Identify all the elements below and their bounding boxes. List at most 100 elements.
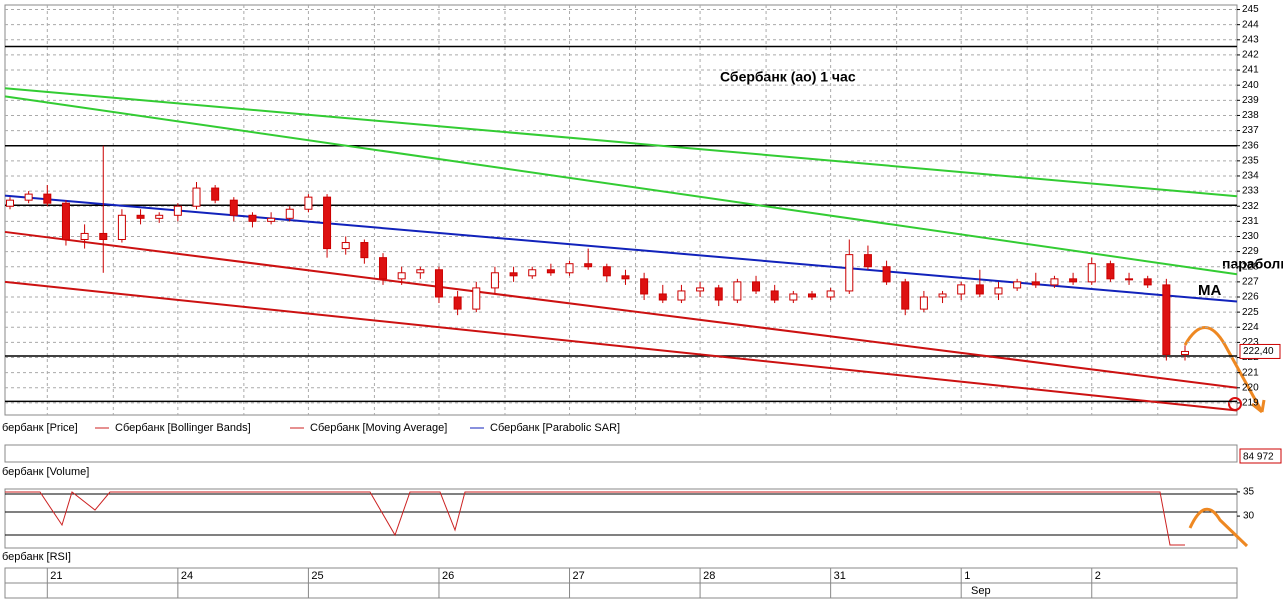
x-tick-label: 31 xyxy=(834,570,846,582)
candle-body xyxy=(845,254,854,292)
y-tick-label: 227 xyxy=(1242,277,1259,288)
chart-title: Сбербанк (ао) 1 час xyxy=(720,69,856,85)
candle-body xyxy=(61,202,70,241)
last-price-label: 222,40 xyxy=(1243,346,1274,357)
y-tick-label: 232 xyxy=(1242,201,1259,212)
annotation: параболик xyxy=(1222,256,1283,272)
price-panel xyxy=(4,4,1238,416)
candle-body xyxy=(43,193,52,204)
candle-body xyxy=(1050,278,1059,286)
candle-body xyxy=(807,293,816,298)
candle-body xyxy=(658,293,667,301)
volume-panel xyxy=(4,444,1238,463)
trendline xyxy=(4,87,1238,198)
volume-value: 84 972 xyxy=(1243,452,1274,463)
candle-body xyxy=(882,266,891,283)
candle-body xyxy=(1106,263,1115,280)
candle-body xyxy=(211,187,220,201)
trendline xyxy=(4,280,1238,412)
candle-body xyxy=(938,293,947,298)
marker-circle xyxy=(1228,397,1242,411)
rsi-tick-label: 35 xyxy=(1243,487,1255,498)
candle-body xyxy=(994,287,1003,295)
candle-body xyxy=(285,208,294,219)
candle-body xyxy=(6,199,14,207)
x-tick-label: 2 xyxy=(1095,570,1101,582)
candle-body xyxy=(434,269,443,298)
candle-body xyxy=(341,242,350,250)
candle-body xyxy=(80,232,89,241)
candle-body xyxy=(267,217,276,222)
candle-body xyxy=(1143,278,1152,286)
y-tick-label: 220 xyxy=(1242,382,1259,393)
candle-body xyxy=(229,199,238,216)
candle-body xyxy=(640,278,649,295)
candle-body xyxy=(752,281,761,292)
candle-body xyxy=(1069,278,1078,283)
x-tick-label: 26 xyxy=(442,570,454,582)
x-tick-label: 1 xyxy=(964,570,970,582)
y-tick-label: 224 xyxy=(1242,322,1259,333)
y-tick-label: 233 xyxy=(1242,186,1259,197)
legend-label: Сбербанк [Parabolic SAR] xyxy=(490,422,620,434)
candle-body xyxy=(621,275,630,280)
candle-body xyxy=(546,269,555,274)
panel-label: бербанк [RSI] xyxy=(2,551,71,563)
x-tick-label: 27 xyxy=(573,570,585,582)
legend-label: Сбербанк [Bollinger Bands] xyxy=(115,422,251,434)
y-tick-label: 240 xyxy=(1242,80,1259,91)
candle-body xyxy=(919,296,928,310)
candle-body xyxy=(677,290,686,301)
candle-body xyxy=(565,263,574,274)
y-tick-label: 237 xyxy=(1242,125,1259,136)
y-tick-label: 221 xyxy=(1242,367,1259,378)
candle-body xyxy=(789,293,798,301)
candle-body xyxy=(155,214,164,219)
x-tick-label: 25 xyxy=(311,570,323,582)
candle-body xyxy=(696,287,705,292)
candle-body xyxy=(24,193,33,201)
y-tick-label: 223 xyxy=(1242,337,1259,348)
trendline xyxy=(4,230,1238,389)
y-tick-label: 226 xyxy=(1242,292,1259,303)
volume-value-box xyxy=(1239,448,1282,464)
candle-body xyxy=(472,287,481,310)
y-tick-label: 234 xyxy=(1242,171,1259,182)
y-tick-label: 236 xyxy=(1242,140,1259,151)
candle-body xyxy=(957,284,966,295)
candle-body xyxy=(1031,281,1040,286)
candle-body xyxy=(117,214,126,241)
candle-body xyxy=(136,214,145,219)
candle-body xyxy=(733,281,742,301)
candle-body xyxy=(173,205,182,216)
candle-body xyxy=(99,232,108,241)
y-tick-label: 242 xyxy=(1242,50,1259,61)
candle-body xyxy=(304,196,313,210)
candle-body xyxy=(826,290,835,298)
y-tick-label: 219 xyxy=(1242,398,1259,409)
y-tick-label: 230 xyxy=(1242,231,1259,242)
x-tick-label: 28 xyxy=(703,570,715,582)
last-price-box xyxy=(1239,343,1281,359)
y-tick-label: 244 xyxy=(1242,19,1259,30)
candle-body xyxy=(602,266,611,277)
legend-label: бербанк [Price] xyxy=(2,422,78,434)
y-tick-label: 225 xyxy=(1242,307,1259,318)
rsi-tick-label: 30 xyxy=(1243,511,1255,522)
candle-body xyxy=(1013,281,1022,289)
candle-body xyxy=(770,290,779,301)
x-tick-label: 24 xyxy=(181,570,193,582)
candle-body xyxy=(323,196,332,250)
y-tick-label: 239 xyxy=(1242,95,1259,106)
y-tick-label: 241 xyxy=(1242,65,1259,76)
trendline xyxy=(4,194,1238,303)
candle-body xyxy=(509,272,518,277)
candle-body xyxy=(863,254,872,268)
candle-body xyxy=(248,214,257,222)
panel-label: бербанк [Volume] xyxy=(2,466,89,478)
candle-body xyxy=(1125,278,1134,281)
candle-body xyxy=(901,281,910,310)
candle-body xyxy=(192,187,201,207)
candle-body xyxy=(397,272,406,280)
candle-body xyxy=(1162,284,1171,355)
